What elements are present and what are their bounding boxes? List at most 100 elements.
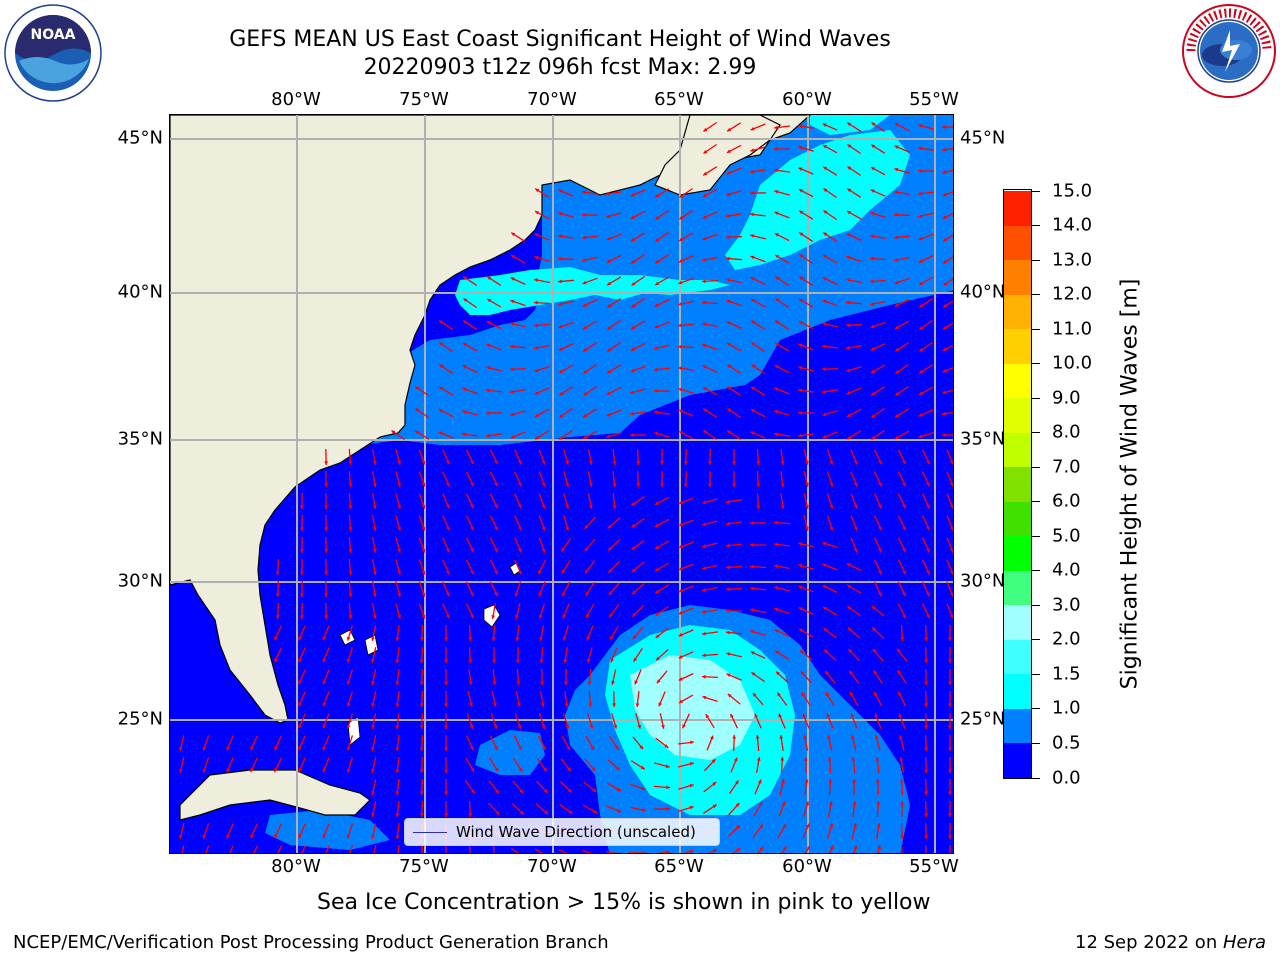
wind-wave-arrowhead — [534, 300, 538, 305]
wind-wave-arrowhead — [660, 461, 664, 465]
colorbar-segment — [1004, 225, 1031, 261]
wind-wave-arrowhead — [897, 670, 902, 675]
wind-wave-arrowhead — [541, 526, 546, 531]
wind-wave-arrowhead — [756, 505, 761, 509]
wind-wave-arrowhead — [902, 592, 906, 597]
wave-field-peak-south — [630, 655, 755, 760]
wind-wave-arrowhead — [774, 365, 779, 369]
wind-wave-arrowhead — [539, 659, 544, 663]
wind-wave-arrowhead — [470, 570, 474, 575]
wind-wave-arrowhead — [702, 609, 706, 614]
wind-wave-arrowhead — [397, 548, 401, 553]
wind-wave-arrowhead — [942, 433, 946, 438]
wind-wave-arrowhead — [486, 366, 491, 370]
wind-wave-arrowhead — [828, 779, 833, 783]
wind-wave-arrowhead — [534, 233, 539, 237]
wind-wave-arrowhead — [726, 299, 731, 304]
wind-wave-arrowhead — [825, 692, 830, 697]
wind-wave-arrowhead — [775, 342, 780, 347]
wind-wave-arrowhead — [348, 593, 353, 597]
wind-wave-arrowhead — [540, 681, 545, 685]
wind-wave-arrowhead — [703, 387, 707, 391]
wind-wave-arrowhead — [274, 658, 278, 663]
wind-wave-arrowhead — [751, 386, 756, 391]
wind-wave-arrowhead — [275, 593, 280, 597]
wind-wave-arrowhead — [829, 526, 834, 531]
wind-wave-arrowhead — [179, 834, 183, 839]
wind-wave-arrowhead — [902, 548, 906, 553]
wind-wave-arrowhead — [712, 804, 717, 809]
wind-wave-arrowhead — [902, 482, 906, 487]
wind-wave-arrowhead — [372, 571, 377, 575]
wind-wave-arrowhead — [678, 366, 682, 371]
wind-wave-arrowhead — [805, 526, 809, 531]
wind-wave-arrowhead — [678, 431, 683, 435]
colorbar-tick — [1032, 501, 1040, 503]
wind-wave-arrowhead — [322, 724, 327, 729]
wind-wave-arrowhead — [894, 303, 899, 307]
wind-wave-arrowhead — [564, 681, 568, 685]
wind-wave-arrowhead — [655, 611, 660, 616]
wind-wave-arrowhead — [894, 212, 898, 217]
wind-wave-arrowhead — [750, 148, 755, 152]
wind-wave-arrowhead — [827, 735, 831, 739]
wind-wave-arrowhead — [707, 461, 712, 465]
wind-wave-arrowhead — [510, 322, 514, 326]
wind-wave-arrowhead — [250, 768, 254, 773]
lat-tick-right: 25°N — [960, 708, 1006, 730]
wind-wave-arrowhead — [346, 768, 351, 773]
wind-wave-arrowhead — [678, 566, 683, 571]
wind-wave-arrowhead — [847, 211, 851, 215]
colorbar-tick — [1032, 673, 1040, 675]
wind-wave-arrowhead — [397, 592, 401, 597]
wind-wave-arrowhead — [439, 364, 444, 369]
wind-wave-arrowhead — [774, 211, 779, 216]
wind-wave-arrowhead — [397, 614, 401, 619]
wind-wave-arrowhead — [371, 835, 375, 839]
lat-tick-right: 40°N — [960, 281, 1006, 303]
wind-wave-arrowhead — [446, 504, 450, 509]
wind-wave-arrowhead — [918, 259, 923, 263]
wind-wave-arrowhead — [641, 786, 646, 791]
wind-wave-arrowhead — [949, 548, 953, 553]
wind-wave-arrowhead — [463, 276, 468, 281]
wind-wave-arrowhead — [871, 435, 876, 440]
wind-wave-arrowhead — [589, 483, 593, 487]
wind-wave-arrowhead — [535, 211, 539, 215]
wind-wave-arrowhead — [515, 659, 520, 663]
wind-wave-arrowhead — [918, 214, 923, 218]
wind-wave-arrowhead — [421, 614, 426, 619]
wind-wave-arrowhead — [322, 768, 327, 773]
wind-wave-arrowhead — [919, 281, 924, 285]
wind-wave-arrowhead — [750, 543, 754, 547]
wind-wave-arrowhead — [846, 300, 850, 305]
colorbar-tick-label: 14.0 — [1052, 214, 1093, 236]
wind-wave-arrowhead — [492, 659, 496, 663]
colorbar-tick — [1032, 535, 1040, 537]
wind-wave-arrowhead — [678, 588, 683, 593]
wind-wave-arrow — [510, 848, 520, 853]
wind-wave-arrowhead — [444, 747, 448, 751]
lon-tick-top: 60°W — [782, 89, 832, 110]
wind-wave-arrowhead — [823, 606, 828, 611]
wind-wave-arrow — [229, 845, 234, 853]
wind-wave-arrowhead — [726, 256, 730, 261]
wind-wave-arrowhead — [703, 430, 708, 435]
wind-wave-arrowhead — [631, 546, 636, 550]
wind-wave-arrowhead — [516, 681, 521, 685]
wind-wave-arrowhead — [805, 460, 809, 465]
wind-wave-arrowhead — [421, 460, 426, 465]
wind-wave-arrowhead — [702, 215, 707, 219]
wind-wave-arrowhead — [419, 659, 424, 663]
wind-wave-arrowhead — [491, 637, 496, 641]
wind-wave-arrowhead — [584, 524, 589, 529]
wind-wave-arrowhead — [774, 168, 778, 173]
wind-wave-arrowhead — [726, 192, 731, 197]
wind-wave-arrowhead — [642, 808, 646, 812]
wind-wave-arrowhead — [756, 461, 761, 465]
wind-wave-arrowhead — [618, 851, 621, 853]
wind-wave-arrowhead — [899, 757, 904, 761]
wind-wave-arrows — [179, 121, 953, 853]
wind-wave-arrowhead — [678, 610, 683, 615]
wind-wave-arrowhead — [542, 746, 546, 751]
